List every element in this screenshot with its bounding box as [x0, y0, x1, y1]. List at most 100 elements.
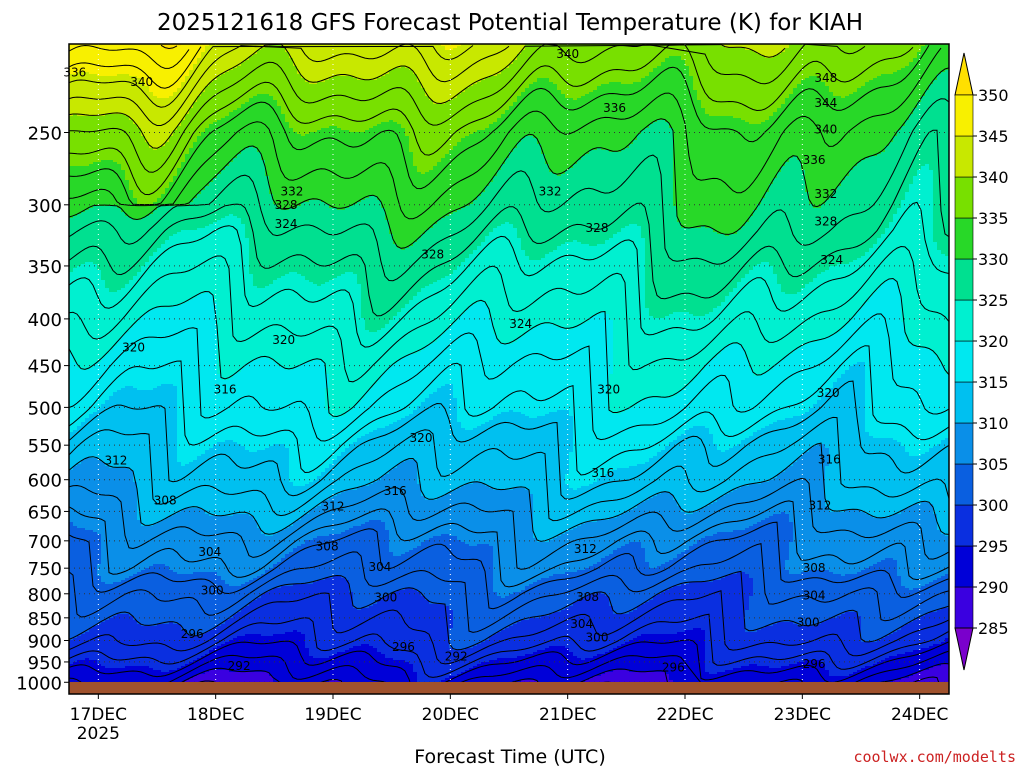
x-tick-label: 23DEC [774, 705, 831, 725]
colorbar-segment [954, 176, 974, 219]
isentrope-298 [69, 590, 949, 665]
colorbar-label: 290 [978, 578, 1009, 597]
colorbar-segment [954, 586, 974, 629]
isentrope-336 [69, 44, 914, 196]
y-tick-label: 600 [28, 471, 62, 492]
isentrope-330 [69, 67, 949, 249]
colorbar-segment [954, 463, 974, 506]
contour-label: 328 [421, 247, 444, 261]
contour-label: 328 [586, 221, 609, 235]
colorbar-label: 325 [978, 291, 1009, 310]
y-tick-label: 400 [28, 310, 62, 331]
colorbar-segment [954, 135, 974, 178]
x-tick-label: 17DEC [70, 705, 127, 725]
colorbar: 285 290 295 300 305 310 315 320 325 330 335 340 345 3… [954, 52, 1009, 671]
contour-label: 300 [797, 615, 820, 629]
x-tick-label: 24DEC [891, 705, 948, 725]
contour-label: 304 [803, 588, 826, 602]
contour-label: 348 [814, 71, 837, 85]
contour-label: 296 [662, 660, 685, 674]
contour-label: 308 [803, 561, 826, 575]
contour-label: 308 [576, 590, 599, 604]
contour-label: 320 [272, 333, 295, 347]
contour-label: 332 [539, 184, 562, 198]
colorbar-segment [954, 217, 974, 260]
y-tick-label: 350 [28, 257, 62, 278]
colorbar-label: 310 [978, 414, 1009, 433]
isentrope-342 [69, 44, 510, 126]
isentrope-292 [69, 650, 949, 694]
x-tick-label: 20DEC [422, 705, 479, 725]
isentrope-322 [69, 245, 949, 383]
y-tick-label: 550 [28, 436, 62, 457]
plot-frame [68, 43, 950, 695]
isentrope-314 [69, 380, 949, 500]
isentrope-350 [160, 44, 178, 50]
colorbar-label: 320 [978, 332, 1009, 351]
colorbar-min-arrow [954, 627, 974, 671]
contour-label: 316 [818, 452, 841, 466]
colorbar-max-arrow [954, 52, 974, 96]
colorbar-segment [954, 381, 974, 424]
colorbar-segment [954, 340, 974, 383]
isentropes [69, 44, 949, 694]
colorbar-label: 350 [978, 86, 1009, 105]
isentrope-320 [69, 277, 949, 418]
isentrope-312 [69, 416, 949, 522]
contour-label: 308 [154, 493, 177, 507]
isentrope-332 [69, 47, 942, 220]
colorbar-segment [954, 299, 974, 342]
x-tick-label: 19DEC [304, 705, 361, 725]
x-tick-label: 21DEC [539, 705, 596, 725]
chart-title: 2025121618 GFS Forecast Potential Temper… [157, 10, 863, 36]
isentrope-294 [69, 639, 949, 694]
contour-label: 316 [591, 466, 614, 480]
x-axis-label: Forecast Time (UTC) [414, 746, 605, 768]
y-tick-label: 950 [28, 653, 62, 674]
colorbar-segment [954, 94, 974, 137]
contour-label: 340 [130, 75, 153, 89]
colorbar-label: 340 [978, 168, 1009, 187]
isentrope-338 [69, 44, 866, 173]
colorbar-label: 335 [978, 209, 1009, 228]
y-tick-label: 450 [28, 357, 62, 378]
y-tick-label: 250 [28, 123, 62, 144]
isentrope-340 [69, 44, 786, 149]
colorbar-label: 330 [978, 250, 1009, 269]
contour-label: 324 [509, 317, 532, 331]
contour-label: 336 [603, 101, 626, 115]
x-tick-sublabel: 2025 [77, 724, 120, 744]
ground-strip [69, 682, 949, 694]
y-tick-label: 900 [28, 631, 62, 652]
y-tick-label: 1000 [16, 673, 62, 694]
colorbar-label: 300 [978, 496, 1009, 515]
contour-label: 304 [570, 617, 593, 631]
colorbar-label: 345 [978, 127, 1009, 146]
contour-label: 344 [814, 96, 837, 110]
contour-label: 340 [814, 122, 837, 136]
contour-label: 312 [104, 454, 127, 468]
colorbar-segment [954, 504, 974, 547]
isentrope-348 [69, 44, 190, 69]
contour-label: 300 [586, 630, 609, 644]
contour-label: 312 [574, 542, 597, 556]
contour-label: 340 [556, 47, 579, 61]
colorbar-segment [954, 258, 974, 301]
contour-label: 296 [803, 657, 826, 671]
contour-label: 292 [228, 659, 251, 673]
y-tick-label: 800 [28, 585, 62, 606]
colorbar-segment [954, 422, 974, 465]
contour-label: 296 [181, 627, 204, 641]
y-tick-label: 300 [28, 196, 62, 217]
colorbar-label: 285 [978, 619, 1009, 638]
contour-label: 320 [410, 431, 433, 445]
contour-label: 292 [445, 649, 468, 663]
contour-label: 332 [814, 187, 837, 201]
contour-label: 316 [384, 484, 407, 498]
colorbar-segment [954, 545, 974, 588]
isentrope-318 [69, 313, 949, 442]
contour-label: 328 [814, 215, 837, 229]
isentrope-334 [69, 45, 930, 206]
x-tick-label: 22DEC [656, 705, 713, 725]
